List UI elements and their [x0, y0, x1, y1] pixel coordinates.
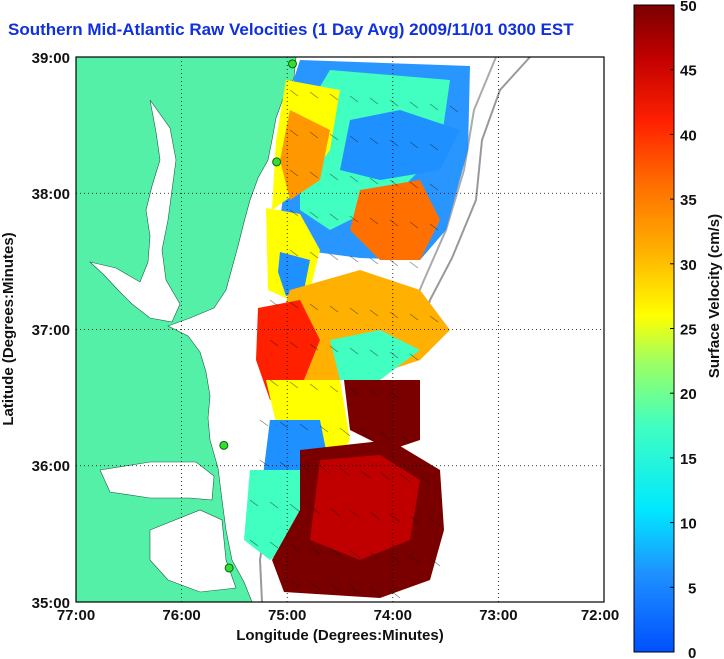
- x-tick-label: 76:00: [162, 607, 200, 624]
- colorbar-tick-label: 5: [688, 580, 696, 597]
- station-markers: [219, 59, 297, 573]
- colorbar-tick-label: 50: [680, 0, 697, 15]
- y-tick-label: 36:00: [32, 458, 70, 475]
- colorbar-tick-label: 10: [680, 516, 697, 533]
- colorbar-tick-label: 30: [680, 257, 697, 274]
- colorbar: [633, 4, 675, 653]
- y-tick-label: 35:00: [32, 595, 70, 612]
- grid-lines: [76, 57, 604, 602]
- velocity-field: [244, 60, 470, 598]
- station-marker: [224, 563, 234, 573]
- albemarle-sound: [99, 461, 215, 501]
- x-tick-label: 72:00: [581, 607, 619, 624]
- colorbar-label: Surface Velocity (cm/s): [706, 214, 723, 378]
- colorbar-tick-label: 20: [680, 386, 697, 403]
- x-tick-label: 77:00: [57, 607, 95, 624]
- colorbar-tick-label: 35: [680, 192, 697, 209]
- bathymetry-contour: [407, 57, 497, 319]
- y-axis-label: Latitude (Degrees:Minutes): [0, 232, 17, 425]
- x-tick-label: 75:00: [268, 607, 306, 624]
- pamlico-sound: [149, 509, 237, 593]
- x-tick-label: 73:00: [479, 607, 517, 624]
- velocity-vectors: [249, 89, 459, 599]
- map-title: Southern Mid-Atlantic Raw Velocities (1 …: [8, 20, 574, 39]
- plot-frame: [75, 56, 605, 603]
- chesapeake-bay: [88, 99, 181, 323]
- y-tick-label: 39:00: [32, 50, 70, 67]
- colorbar-tick-label: 0: [688, 645, 696, 659]
- colorbar-tick-label: 45: [680, 63, 697, 80]
- colorbar-tick-label: 40: [680, 127, 697, 144]
- station-marker: [272, 157, 282, 167]
- x-axis-label: Longitude (Degrees:Minutes): [236, 627, 444, 644]
- station-marker: [287, 59, 297, 69]
- y-tick-label: 37:00: [32, 322, 70, 339]
- colorbar-ticks: [670, 4, 674, 653]
- colorbar-tick-label: 25: [680, 322, 697, 339]
- x-tick-label: 74:00: [374, 607, 412, 624]
- station-marker: [219, 440, 229, 450]
- y-tick-label: 38:00: [32, 186, 70, 203]
- colorbar-tick-label: 15: [680, 451, 697, 468]
